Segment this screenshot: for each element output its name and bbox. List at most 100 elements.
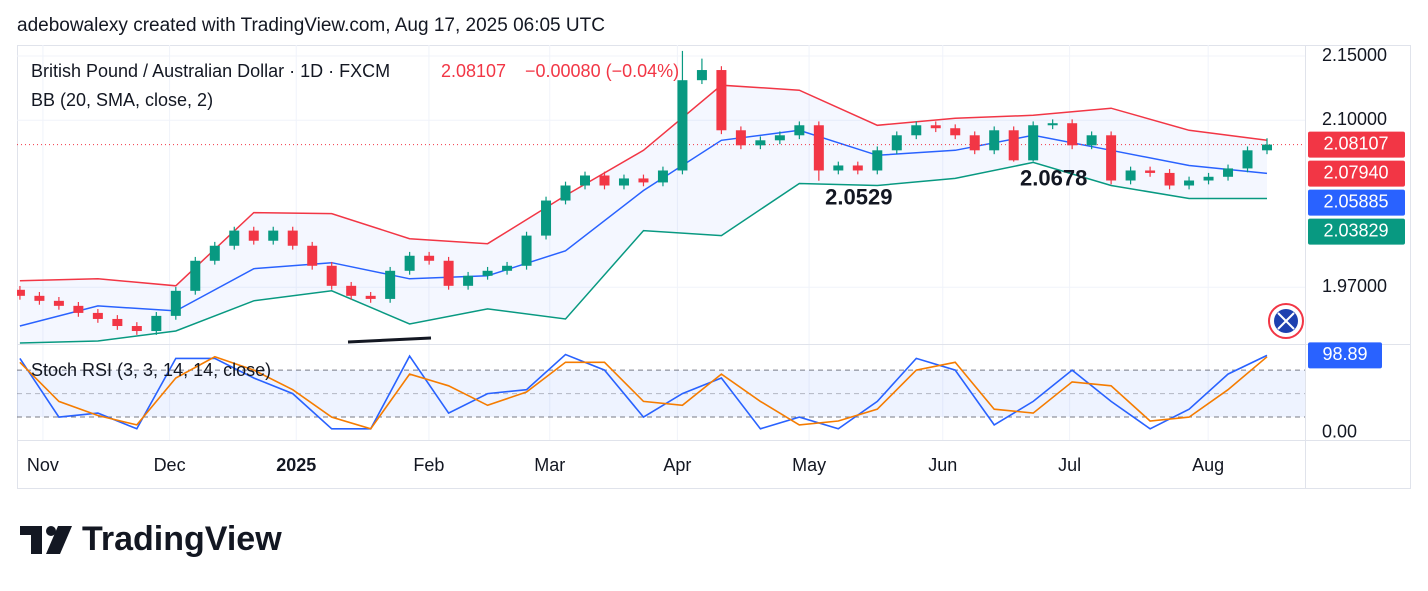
candle-body (580, 175, 591, 186)
stoch-value: 98.89 (1322, 344, 1367, 364)
candle-body (92, 312, 103, 319)
candle-body (482, 270, 493, 276)
candle-body (891, 135, 902, 151)
price-label: 2.03829 (1323, 220, 1388, 240)
candle-body (657, 170, 668, 183)
candle-body (1086, 135, 1097, 146)
candle-body (969, 135, 980, 151)
stoch-label: Stoch RSI (3, 3, 14, 14, close) (31, 360, 271, 380)
candle-body (151, 315, 162, 332)
overlay: British Pound / Australian Dollar · 1D ·… (20, 45, 1405, 558)
trend-line (347, 336, 432, 344)
candle-body (346, 285, 357, 296)
x-tick-label: May (792, 455, 826, 475)
candle-body (541, 200, 552, 236)
price-label-box (1308, 160, 1405, 187)
y-tick-label: 1.97000 (1322, 276, 1387, 296)
brand-logo (20, 526, 72, 554)
y-tick-label: 2.10000 (1322, 109, 1387, 129)
symbol-title: British Pound / Australian Dollar · 1D ·… (31, 61, 390, 81)
candle-body (463, 275, 474, 286)
price-change: −0.00080 (−0.04%) (525, 61, 679, 81)
candle-body (1242, 150, 1253, 169)
price-label-box (1308, 131, 1405, 158)
candle-body (696, 70, 707, 81)
logo-mark (20, 526, 42, 554)
candle-body (170, 290, 181, 316)
candle-body (813, 125, 824, 171)
candle-body (872, 150, 883, 171)
last-price: 2.08107 (441, 61, 506, 81)
candle-body (638, 178, 649, 183)
candle-body (1067, 123, 1078, 146)
x-tick-label: Jul (1058, 455, 1081, 475)
candle-body (209, 245, 220, 261)
candle-body (716, 70, 727, 131)
candle-body (287, 230, 298, 246)
candle-body (53, 300, 64, 306)
stoch-value-box (1308, 342, 1382, 369)
candle-body (930, 125, 941, 129)
candle-body (1164, 172, 1175, 186)
x-tick-label: Dec (154, 455, 186, 475)
candle-body (1106, 135, 1117, 181)
annotation: 2.0529 (825, 185, 892, 210)
candle-body (404, 255, 415, 271)
price-label-box (1308, 189, 1405, 216)
indicator-label: BB (20, SMA, close, 2) (31, 90, 213, 110)
band-line (19, 129, 1268, 327)
candle-body (1047, 123, 1058, 126)
candle-body (774, 135, 785, 141)
stoch-tick-label: 0.00 (1322, 421, 1357, 441)
candle-body (229, 230, 240, 246)
candle-body (365, 295, 376, 299)
candle-body (911, 125, 922, 136)
candle-body (677, 80, 688, 171)
price-label-box (1308, 218, 1405, 245)
candle-body (1184, 180, 1195, 186)
candle-body (1028, 125, 1039, 161)
price-label: 2.05885 (1323, 191, 1388, 211)
candle-body (190, 260, 201, 291)
candle-body (34, 295, 45, 301)
stoch-pane (17, 345, 1305, 440)
x-tick-label: Jun (928, 455, 957, 475)
candle-body (599, 175, 610, 186)
candle-body (131, 326, 142, 332)
candle-body (989, 130, 1000, 151)
candle-body (502, 265, 513, 271)
band-line (19, 84, 1268, 287)
candle-body (735, 130, 746, 146)
chart-frame (17, 45, 1411, 489)
annotation: 2.0678 (1020, 165, 1087, 190)
candle-body (385, 270, 396, 299)
brand-name: TradingView (82, 520, 282, 558)
x-tick-label: Mar (534, 455, 565, 475)
candle-body (1262, 144, 1273, 151)
candle-body (17, 289, 25, 296)
band-fill (19, 85, 1268, 343)
candle-body (755, 140, 766, 146)
main-pane (17, 45, 1305, 344)
price-label: 2.08107 (1323, 133, 1388, 153)
stoch-line (19, 353, 1268, 430)
stoch-line (19, 355, 1268, 430)
candle-body (1145, 170, 1156, 173)
candle-body (424, 255, 435, 261)
candle-body (833, 165, 844, 171)
band-line (19, 161, 1267, 344)
candle-body (443, 260, 454, 286)
candle-body (1008, 130, 1019, 161)
x-tick-label: Nov (27, 455, 59, 475)
x-tick-label: Aug (1192, 455, 1224, 475)
candle-body (268, 230, 279, 241)
candle-body (852, 165, 863, 171)
x-tick-label: Apr (663, 455, 691, 475)
x-tick-label: 2025 (276, 455, 316, 475)
candle-body (521, 235, 532, 266)
y-tick-label: 2.15000 (1322, 45, 1387, 65)
candle-body (618, 178, 629, 186)
watermark: adebowalexy created with TradingView.com… (17, 15, 605, 36)
price-label: 2.07940 (1323, 162, 1388, 182)
